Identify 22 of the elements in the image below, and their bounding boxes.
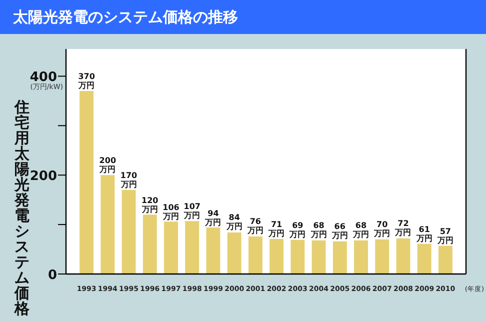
data-label: 84 万円 — [226, 213, 242, 232]
data-label: 66 万円 — [332, 222, 348, 240]
data-label: 61 万円 — [416, 224, 432, 243]
data-label: 370 万円 — [78, 72, 95, 90]
chart-title: 太陽光発電のシステム価格の推移 — [12, 8, 238, 26]
data-label: 68 万円 — [353, 221, 369, 240]
y-tick-label: 200 — [30, 169, 57, 184]
data-label: 71 万円 — [268, 220, 285, 238]
data-label: 57 万円 — [437, 226, 454, 245]
data-label: 107 万円 — [184, 202, 200, 220]
data-label: 68 万円 — [310, 221, 327, 240]
data-label: 70 万円 — [374, 220, 390, 238]
data-label: 72 万円 — [395, 219, 412, 238]
data-label: 94 万円 — [205, 208, 222, 227]
data-label: 120 万円 — [142, 196, 158, 214]
data-label: 69 万円 — [290, 220, 306, 239]
y-tick-label: 0 — [48, 268, 57, 283]
data-label: 106 万円 — [162, 202, 180, 221]
data-label: 170 万円 — [120, 170, 138, 189]
data-label: 76 万円 — [247, 217, 264, 236]
ylabel: 住宅用太陽光発電システム価格 — [14, 98, 30, 318]
data-label: 200 万円 — [99, 156, 116, 174]
